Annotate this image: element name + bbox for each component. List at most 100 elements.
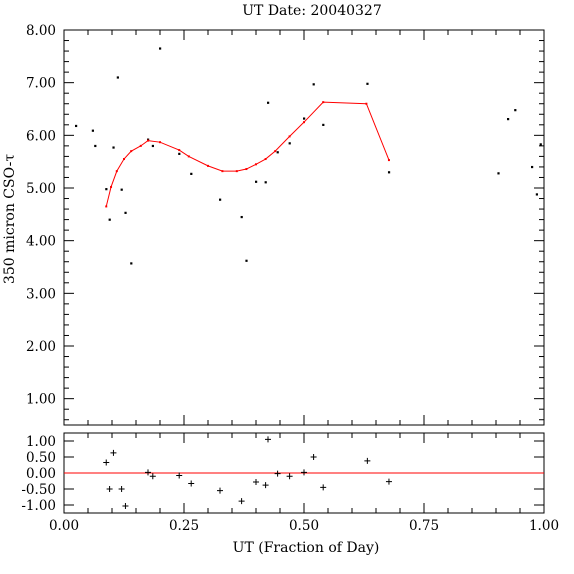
fit-point: [110, 185, 113, 188]
residual-point: [320, 484, 327, 491]
data-point: [219, 198, 222, 201]
residual-point: [145, 469, 151, 476]
fit-point: [264, 158, 267, 161]
data-point: [105, 188, 108, 191]
data-point: [91, 129, 94, 132]
fit-point: [255, 163, 257, 166]
fit-point: [207, 164, 209, 167]
y-tick-label: 1.00: [26, 392, 56, 408]
fit-point: [303, 121, 305, 124]
data-point: [75, 124, 78, 128]
residual-point: [274, 470, 281, 477]
data-point: [240, 215, 243, 219]
residual-point: [188, 480, 195, 487]
data-point: [497, 172, 500, 175]
data-point: [159, 47, 162, 50]
x-tick-label: 0.00: [49, 518, 79, 534]
residual-point: [149, 473, 156, 480]
x-tick-label: 0.75: [409, 518, 439, 534]
data-point: [507, 118, 510, 121]
fit-point: [221, 170, 224, 173]
data-point: [312, 83, 315, 86]
y-tick-label: 8.00: [26, 23, 56, 39]
data-point: [124, 211, 127, 214]
residual-point: [286, 473, 293, 480]
residual-point: [110, 449, 117, 456]
data-point: [387, 171, 391, 174]
fit-point: [115, 170, 118, 173]
fit-point: [187, 155, 190, 158]
chart-title: UT Date: 20040327: [242, 3, 382, 19]
y-tick-label: 2.00: [26, 339, 56, 355]
fit-point: [245, 168, 248, 171]
data-point: [531, 165, 534, 169]
data-point: [130, 262, 133, 265]
data-point: [94, 144, 97, 148]
fit-point: [105, 205, 108, 208]
fit-point: [178, 149, 181, 152]
fit-point: [387, 159, 390, 162]
data-point: [514, 109, 517, 112]
residual-y-tick-label: 0.00: [26, 466, 56, 482]
data-point: [322, 123, 325, 126]
y-tick-label: 3.00: [26, 286, 56, 302]
fit-point: [235, 170, 238, 173]
data-point: [264, 181, 267, 184]
fit-point: [123, 158, 125, 161]
data-point: [120, 188, 123, 191]
residual-point: [385, 478, 392, 485]
fit-point: [159, 141, 161, 144]
residual-point: [122, 502, 129, 509]
fit-line: [105, 101, 390, 207]
main-plot-frame: [63, 29, 545, 426]
fit-point: [274, 150, 277, 153]
data-point: [190, 172, 193, 175]
residual-point: [262, 482, 269, 489]
data-point: [245, 259, 248, 262]
residual-point: [106, 486, 113, 492]
y-tick-label: 7.00: [26, 76, 56, 92]
residual-point: [238, 498, 245, 505]
residual-point: [265, 436, 271, 443]
data-point: [267, 101, 270, 104]
data-point: [112, 146, 115, 149]
fit-point: [322, 101, 325, 104]
residual-point: [301, 469, 307, 476]
y-tick-label: 5.00: [26, 181, 56, 197]
data-point: [108, 218, 111, 221]
residual-point: [118, 486, 125, 492]
plot-layer: 1.00 2.00 3.00 4.00 5.00 6.00 7.00 8.00 -1.00-0.…: [21, 23, 559, 534]
residual-point: [364, 457, 371, 464]
residual-point: [103, 459, 110, 466]
data-point: [366, 82, 369, 85]
data-point: [116, 76, 119, 79]
x-tick-label: 1.00: [529, 518, 559, 534]
data-point: [255, 180, 258, 183]
y-tick-label: 4.00: [26, 234, 56, 250]
fit-point: [139, 144, 142, 147]
data-point: [535, 193, 538, 196]
x-tick-label: 0.50: [289, 518, 319, 534]
data-point: [288, 142, 291, 145]
residual-y-tick-label: 0.50: [26, 450, 56, 466]
x-axis-label: UT (Fraction of Day): [233, 540, 380, 556]
residual-point: [310, 454, 317, 460]
residual-point: [217, 487, 223, 494]
y-axis-label: 350 micron CSO-τ: [2, 154, 18, 284]
fit-point: [130, 150, 133, 153]
residual-point: [176, 472, 183, 479]
residual-point: [253, 478, 259, 485]
data-point: [303, 117, 306, 120]
fit-point: [147, 139, 149, 142]
data-point: [276, 151, 279, 154]
residual-y-tick-label: -0.50: [21, 482, 56, 498]
data-point: [178, 152, 181, 155]
x-tick-label: 0.25: [169, 518, 199, 534]
residual-y-tick-label: 1.00: [26, 434, 56, 450]
data-point: [151, 144, 154, 148]
data-point: [539, 143, 542, 146]
fit-point: [288, 135, 291, 138]
residual-y-tick-label: -1.00: [21, 498, 56, 514]
y-tick-label: 6.00: [26, 128, 56, 144]
